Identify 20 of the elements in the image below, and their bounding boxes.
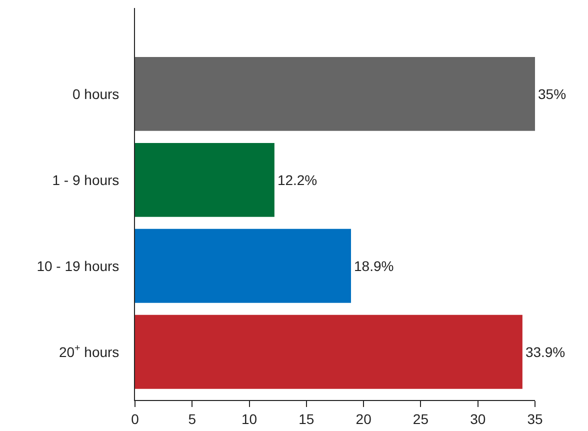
y-tick-label: 1 - 9 hours	[52, 172, 120, 188]
x-tick-label: 10	[242, 410, 258, 427]
y-tick-label: 20$^{+}$ hours	[58, 342, 120, 360]
x-tick-label: 0	[131, 410, 140, 427]
data-label: 35%	[538, 86, 566, 102]
bar	[135, 228, 351, 303]
y-tick-label: 10 - 19 hours	[36, 258, 120, 274]
x-tick-label: 20	[356, 410, 372, 427]
data-label: 18.9%	[354, 258, 394, 274]
x-tick-label: 25	[412, 410, 429, 427]
data-label: 12.2%	[277, 172, 318, 188]
x-tick-label: 15	[298, 410, 314, 427]
bar	[135, 314, 522, 389]
x-tick-label: 35	[527, 410, 543, 427]
bar	[135, 57, 535, 131]
x-tick-label: 5	[188, 410, 196, 427]
x-tick-label: 30	[470, 410, 486, 427]
data-label: 33.9%	[525, 344, 566, 360]
bar	[135, 142, 274, 217]
y-tick-label: 0 hours	[72, 86, 120, 102]
